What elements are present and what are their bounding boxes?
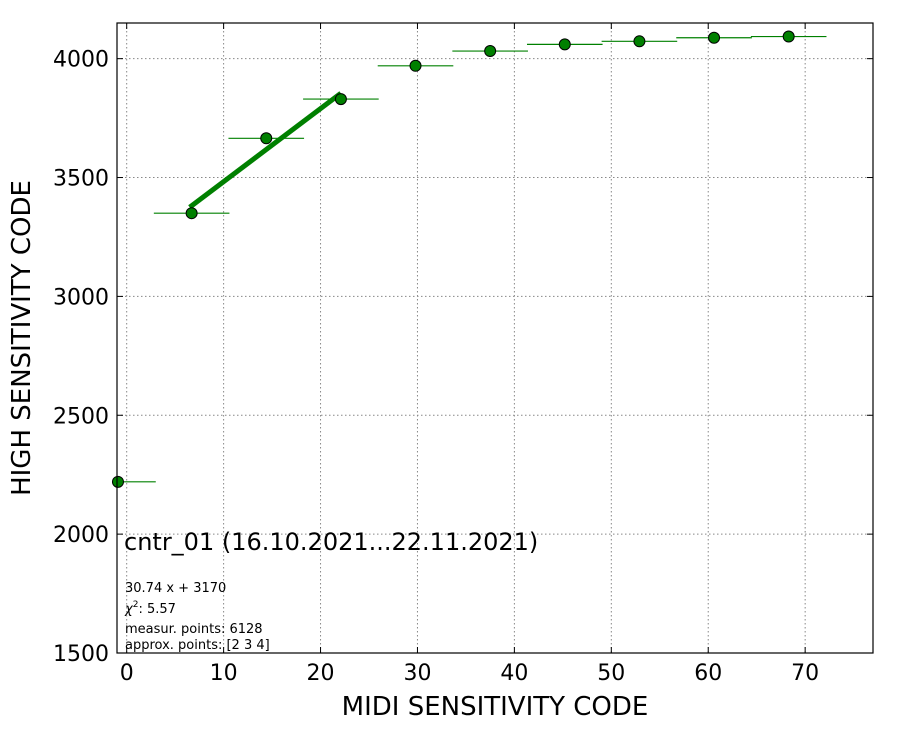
plot-frame xyxy=(116,22,874,654)
x-tick-label: 40 xyxy=(500,661,528,686)
measur-points-label: measur. points: 6128 xyxy=(125,622,263,637)
fit-line-group xyxy=(188,91,343,210)
data-point xyxy=(334,93,347,106)
x-tick-label: 0 xyxy=(120,661,134,686)
y-axis-ticks: 1500 2000 2500 3000 3500 4000 xyxy=(53,48,873,667)
x-tick-label: 30 xyxy=(403,661,431,686)
y-tick-label: 2000 xyxy=(53,523,109,548)
chi-symbol: χ xyxy=(124,602,134,617)
grid-lines xyxy=(117,23,873,653)
fit-equation-label: 30.74 x + 3170 xyxy=(125,581,226,596)
x-tick-label: 60 xyxy=(694,661,722,686)
data-point xyxy=(708,31,721,44)
y-axis-title: HIGH SENSITIVITY CODE xyxy=(7,180,37,496)
chi-value: : 5.57 xyxy=(138,602,175,617)
data-point xyxy=(260,132,273,145)
y-tick-label: 4000 xyxy=(53,48,109,73)
y-tick-label: 3000 xyxy=(53,285,109,310)
data-point xyxy=(558,38,571,51)
x-axis-ticks: 0 10 20 30 40 50 60 70 xyxy=(120,23,819,686)
x-tick-label: 10 xyxy=(210,661,238,686)
data-points xyxy=(111,30,795,488)
data-point xyxy=(484,45,497,58)
fit-line xyxy=(188,91,343,210)
chart-annotation-title: cntr_01 (16.10.2021...22.11.2021) xyxy=(124,528,538,556)
chi-exponent: 2 xyxy=(133,600,139,610)
data-point xyxy=(782,30,795,43)
chi-square-label: χ2: 5.57 xyxy=(124,600,176,617)
approx-points-label: approx. points: [2 3 4] xyxy=(125,638,270,653)
data-point xyxy=(409,59,422,72)
y-tick-label: 2500 xyxy=(53,404,109,429)
y-tick-label: 3500 xyxy=(53,167,109,192)
x-tick-label: 50 xyxy=(597,661,625,686)
data-point xyxy=(633,35,646,48)
y-tick-label: 1500 xyxy=(53,642,109,667)
x-tick-label: 20 xyxy=(307,661,335,686)
data-point xyxy=(111,475,124,488)
x-axis-title: MIDI SENSITIVITY CODE xyxy=(342,692,649,722)
data-point xyxy=(185,207,198,220)
x-tick-label: 70 xyxy=(791,661,819,686)
